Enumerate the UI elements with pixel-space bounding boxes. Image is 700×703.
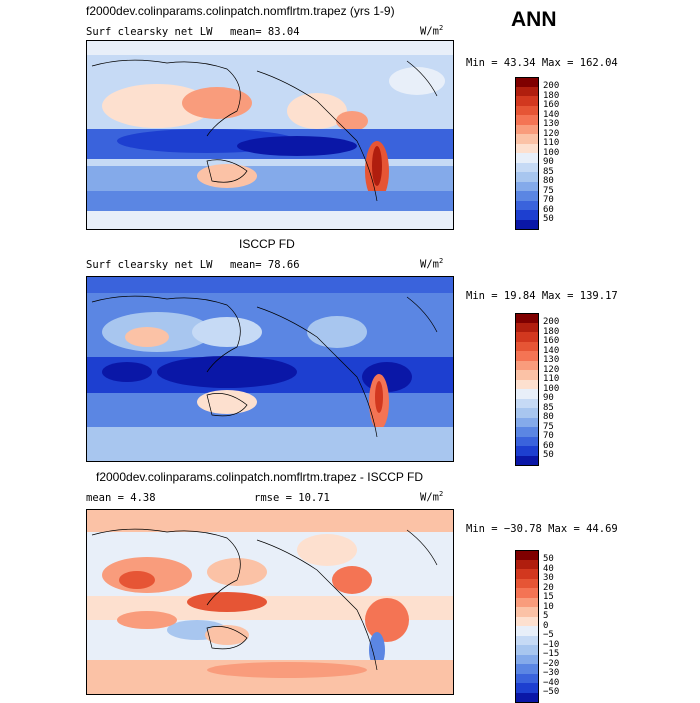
colorbar-label: 80 <box>543 177 554 186</box>
colorbar-swatch <box>515 446 539 456</box>
panel3-mean-label: mean = 4.38 <box>86 492 156 504</box>
colorbar-swatch <box>515 418 539 428</box>
panel3-map <box>86 509 454 695</box>
colorbar-swatch <box>515 456 539 467</box>
colorbar-swatch <box>515 210 539 220</box>
panel2-minmax: Min = 19.84 Max = 139.17 <box>466 290 618 302</box>
colorbar-label: 130 <box>543 120 559 129</box>
colorbar-swatch <box>515 569 539 579</box>
colorbar-label: −50 <box>543 688 559 697</box>
colorbar-label: 50 <box>543 451 554 460</box>
colorbar-swatch <box>515 626 539 636</box>
colorbar-swatch <box>515 607 539 617</box>
colorbar-swatch <box>515 399 539 409</box>
panel1-minmax: Min = 43.34 Max = 162.04 <box>466 57 618 69</box>
panel2-units: W/m2 <box>420 257 443 271</box>
colorbar-swatch <box>515 172 539 182</box>
season-label: ANN <box>511 8 557 32</box>
colorbar-swatch <box>515 370 539 380</box>
colorbar-swatch <box>515 636 539 646</box>
colorbar-swatch <box>515 125 539 135</box>
colorbar-label: 5 <box>543 612 548 621</box>
colorbar-label: −15 <box>543 650 559 659</box>
colorbar-label: 110 <box>543 139 559 148</box>
colorbar-label: 30 <box>543 574 554 583</box>
colorbar-swatch <box>515 351 539 361</box>
colorbar-swatch <box>515 323 539 333</box>
colorbar-swatch <box>515 163 539 173</box>
colorbar-swatch <box>515 220 539 231</box>
colorbar-swatch <box>515 579 539 589</box>
colorbar-swatch <box>515 342 539 352</box>
panel1-field <box>87 41 453 229</box>
colorbar-swatch <box>515 427 539 437</box>
colorbar-label: 110 <box>543 375 559 384</box>
colorbar-swatch <box>515 96 539 106</box>
colorbar-swatch <box>515 693 539 703</box>
colorbar-swatch <box>515 191 539 201</box>
panel3-minmax: Min = −30.78 Max = 44.69 <box>466 523 618 535</box>
colorbar-swatch <box>515 134 539 144</box>
colorbar-swatch <box>515 144 539 154</box>
colorbar-swatch <box>515 153 539 163</box>
panel2-title: ISCCP FD <box>239 237 295 251</box>
panel3-rmse-label: rmse = 10.71 <box>254 492 330 504</box>
colorbar-swatch <box>515 560 539 570</box>
panel2-field <box>87 277 453 461</box>
panel2-map <box>86 276 454 462</box>
colorbar-label: 90 <box>543 394 554 403</box>
colorbar-swatch <box>515 408 539 418</box>
colorbar-swatch <box>515 389 539 399</box>
colorbar-label: 130 <box>543 356 559 365</box>
panel2-variable-label: Surf clearsky net LW <box>86 259 212 271</box>
colorbar-label: −30 <box>543 669 559 678</box>
colorbar-swatch <box>515 87 539 97</box>
colorbar-label: 90 <box>543 158 554 167</box>
panel3-title: f2000dev.colinparams.colinpatch.nomflrtm… <box>96 470 423 484</box>
colorbar-swatch <box>515 617 539 627</box>
colorbar-label: 50 <box>543 215 554 224</box>
colorbar-label: 200 <box>543 318 559 327</box>
colorbar-label: 70 <box>543 432 554 441</box>
colorbar-swatch <box>515 115 539 125</box>
colorbar-swatch <box>515 674 539 684</box>
panel1-mean-label: mean= 83.04 <box>230 26 300 38</box>
colorbar-label: 15 <box>543 593 554 602</box>
colorbar-swatch <box>515 683 539 693</box>
panel1-units: W/m2 <box>420 24 443 38</box>
colorbar-swatch <box>515 437 539 447</box>
panel3-units: W/m2 <box>420 490 443 504</box>
panel1-map <box>86 40 454 230</box>
colorbar-label: 70 <box>543 196 554 205</box>
colorbar-label: 50 <box>543 555 554 564</box>
panel1-variable-label: Surf clearsky net LW <box>86 26 212 38</box>
colorbar-swatch <box>515 645 539 655</box>
colorbar-label: 200 <box>543 82 559 91</box>
colorbar-swatch <box>515 380 539 390</box>
colorbar-label: 160 <box>543 337 559 346</box>
colorbar-label: 160 <box>543 101 559 110</box>
panel1-title: f2000dev.colinparams.colinpatch.nomflrtm… <box>86 4 395 18</box>
colorbar-swatch <box>515 361 539 371</box>
panel2-mean-label: mean= 78.66 <box>230 259 300 271</box>
colorbar-swatch <box>515 182 539 192</box>
colorbar-swatch <box>515 588 539 598</box>
panel3-field <box>87 510 453 694</box>
colorbar-swatch <box>515 201 539 211</box>
colorbar-swatch <box>515 106 539 116</box>
colorbar-swatch <box>515 598 539 608</box>
colorbar-label: −5 <box>543 631 554 640</box>
colorbar-swatch <box>515 664 539 674</box>
colorbar-swatch <box>515 655 539 665</box>
colorbar-swatch <box>515 332 539 342</box>
colorbar-label: 80 <box>543 413 554 422</box>
